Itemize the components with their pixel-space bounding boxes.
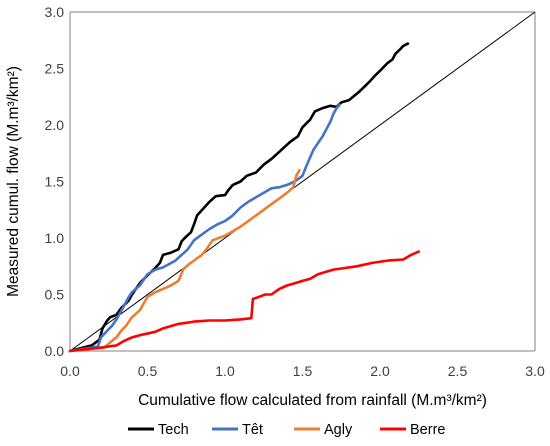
legend: Tech Têt Agly Berre <box>128 422 445 438</box>
x-tick-labels: 0.0 0.5 1.0 1.5 2.0 2.5 3.0 <box>60 363 545 379</box>
x-tick-label: 2.5 <box>448 363 468 379</box>
x-tick-label: 0.0 <box>60 363 80 379</box>
legend-item: Tech <box>128 422 189 438</box>
legend-label: Agly <box>324 422 353 438</box>
x-tick-label: 2.0 <box>370 363 390 379</box>
series-line-t-t <box>68 103 342 353</box>
y-tick-label: 2.0 <box>45 117 65 133</box>
legend-item: Agly <box>294 422 353 438</box>
y-tick-label: 0.0 <box>45 343 65 359</box>
series-line-agly <box>68 168 301 353</box>
legend-label: Tech <box>158 422 189 438</box>
legend-label: Berre <box>410 422 445 438</box>
legend-item: Berre <box>380 422 445 438</box>
x-tick-label: 3.0 <box>525 363 545 379</box>
y-tick-label: 1.5 <box>45 174 65 190</box>
x-axis-title: Cumulative flow calculated from rainfall… <box>138 392 487 409</box>
series-layer <box>68 42 421 353</box>
y-tick-labels: 0.0 0.5 1.0 1.5 2.0 2.5 3.0 <box>45 4 65 359</box>
y-axis-title: Measured cumul. flow (M.m³/km²) <box>5 66 22 297</box>
y-tick-label: 2.5 <box>45 61 65 77</box>
x-tick-label: 1.5 <box>293 363 313 379</box>
legend-label: Têt <box>242 422 263 438</box>
series-line-berre <box>68 250 421 353</box>
series-line-tech <box>68 42 410 353</box>
y-tick-label: 1.0 <box>45 230 65 246</box>
y-tick-label: 3.0 <box>45 4 65 20</box>
y-tick-label: 0.5 <box>45 287 65 303</box>
x-tick-label: 0.5 <box>138 363 158 379</box>
legend-item: Têt <box>212 422 263 438</box>
reference-line-1to1 <box>69 11 536 352</box>
plot-area <box>68 11 536 353</box>
x-tick-label: 1.0 <box>215 363 235 379</box>
